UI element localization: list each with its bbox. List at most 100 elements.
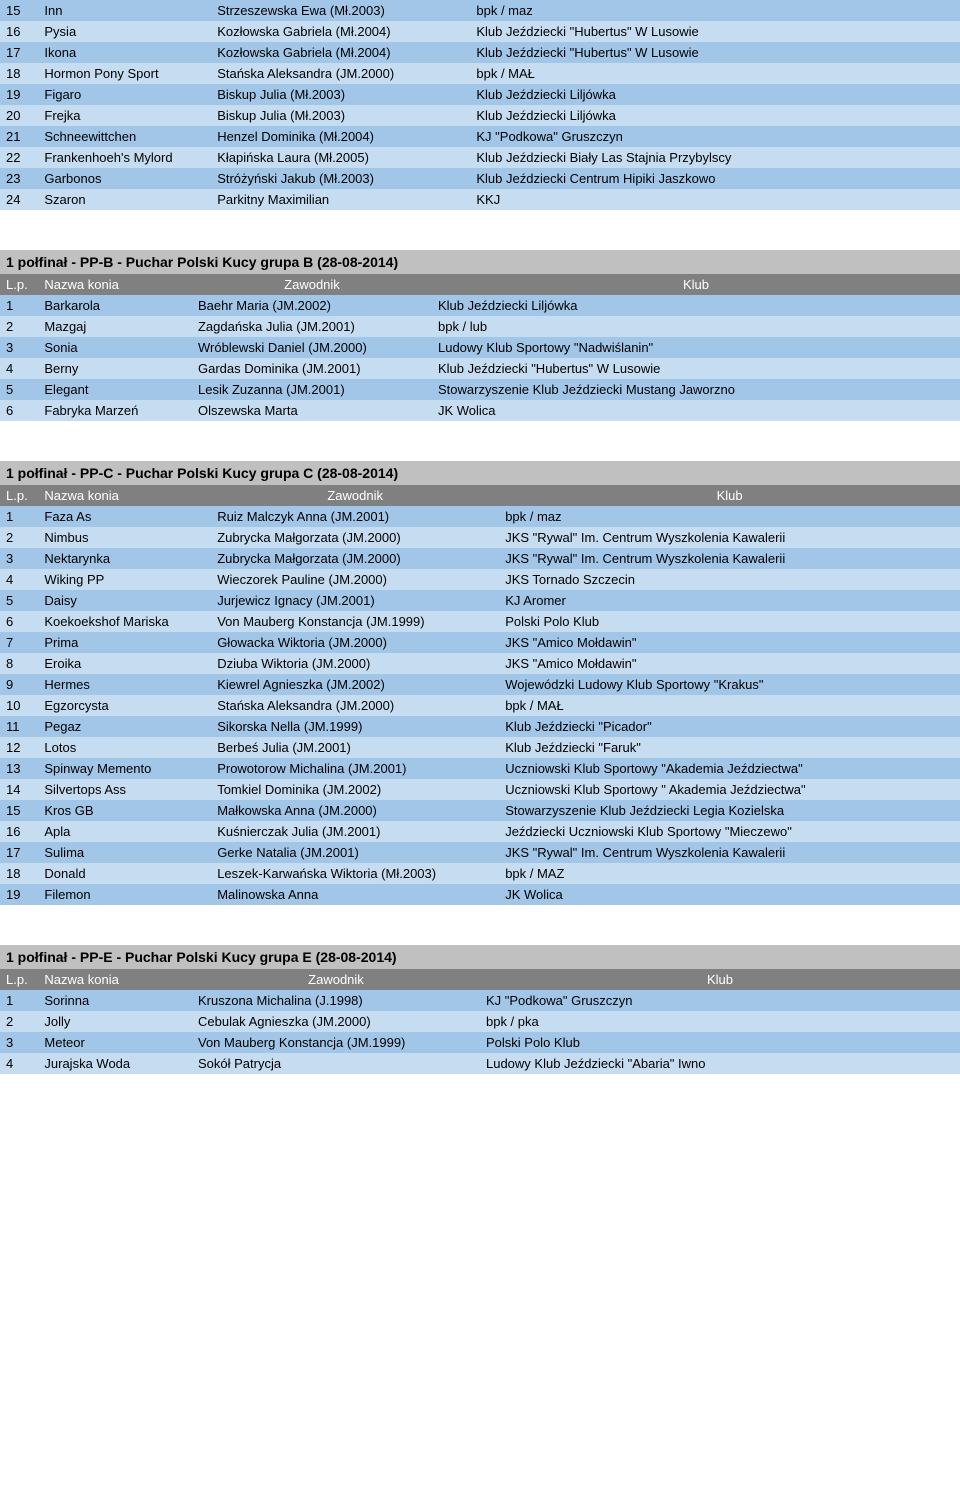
cell: 14 [0, 779, 38, 800]
cell: Ludowy Klub Sportowy "Nadwiślanin" [432, 337, 960, 358]
col-header-rider: Zawodnik [192, 274, 432, 295]
cell: Barkarola [38, 295, 192, 316]
cell: Kros GB [38, 800, 211, 821]
cell: KJ "Podkowa" Gruszczyn [470, 126, 960, 147]
table-row: 4Jurajska WodaSokół PatrycjaLudowy Klub … [0, 1053, 960, 1074]
cell: Klub Jeździecki "Faruk" [499, 737, 960, 758]
cell: Hermes [38, 674, 211, 695]
cell: Stańska Aleksandra (JM.2000) [211, 695, 499, 716]
cell: Szaron [38, 189, 211, 210]
table-row: 3NektarynkaZubrycka Małgorzata (JM.2000)… [0, 548, 960, 569]
cell: Uczniowski Klub Sportowy " Akademia Jeźd… [499, 779, 960, 800]
cell: Wieczorek Pauline (JM.2000) [211, 569, 499, 590]
cell: Ikona [38, 42, 211, 63]
cell: JK Wolica [499, 884, 960, 905]
cell: Kuśnierczak Julia (JM.2001) [211, 821, 499, 842]
cell: Elegant [38, 379, 192, 400]
cell: Von Mauberg Konstancja (JM.1999) [211, 611, 499, 632]
table-row: 19FilemonMalinowska AnnaJK Wolica [0, 884, 960, 905]
cell: Sulima [38, 842, 211, 863]
cell: 22 [0, 147, 38, 168]
cell: Prima [38, 632, 211, 653]
table-row: 19FigaroBiskup Julia (Mł.2003)Klub Jeźdz… [0, 84, 960, 105]
cell: Parkitny Maximilian [211, 189, 470, 210]
cell: 16 [0, 21, 38, 42]
cell: Wiking PP [38, 569, 211, 590]
cell: bpk / MAZ [499, 863, 960, 884]
cell: Klub Jeździecki "Hubertus" W Lusowie [470, 21, 960, 42]
col-header-club: Klub [480, 969, 960, 990]
cell: Pegaz [38, 716, 211, 737]
cell: Schneewittchen [38, 126, 211, 147]
table-row: 21SchneewittchenHenzel Dominika (Mł.2004… [0, 126, 960, 147]
cell: Pysia [38, 21, 211, 42]
cell: Jurajska Woda [38, 1053, 192, 1074]
cell: 16 [0, 821, 38, 842]
table-row: 17SulimaGerke Natalia (JM.2001)JKS "Rywa… [0, 842, 960, 863]
cell: 7 [0, 632, 38, 653]
table-row: 6Fabryka MarzeńOlszewska MartaJK Wolica [0, 400, 960, 421]
cell: Filemon [38, 884, 211, 905]
cell: bpk / MAŁ [470, 63, 960, 84]
cell: 17 [0, 42, 38, 63]
cell: Gardas Dominika (JM.2001) [192, 358, 432, 379]
table3: 1 połfinał - PP-E - Puchar Polski Kucy g… [0, 945, 960, 1074]
cell: Nimbus [38, 527, 211, 548]
cell: Klub Jeździecki Liljówka [432, 295, 960, 316]
table-row: 20FrejkaBiskup Julia (Mł.2003)Klub Jeźdz… [0, 105, 960, 126]
cell: Klub Jeździecki "Hubertus" W Lusowie [470, 42, 960, 63]
table-row: 13Spinway MementoProwotorow Michalina (J… [0, 758, 960, 779]
cell: Frejka [38, 105, 211, 126]
cell: 19 [0, 84, 38, 105]
cell: Lotos [38, 737, 211, 758]
cell: Spinway Memento [38, 758, 211, 779]
cell: Berny [38, 358, 192, 379]
cell: Jeździecki Uczniowski Klub Sportowy "Mie… [499, 821, 960, 842]
cell: Nektarynka [38, 548, 211, 569]
cell: Klub Jeździecki Liljówka [470, 84, 960, 105]
cell: 15 [0, 800, 38, 821]
cell: Tomkiel Dominika (JM.2002) [211, 779, 499, 800]
cell: 5 [0, 379, 38, 400]
cell: Fabryka Marzeń [38, 400, 192, 421]
cell: 23 [0, 168, 38, 189]
table-row: 2NimbusZubrycka Małgorzata (JM.2000)JKS … [0, 527, 960, 548]
cell: 6 [0, 400, 38, 421]
cell: 4 [0, 1053, 38, 1074]
cell: Kozłowska Gabriela (Mł.2004) [211, 21, 470, 42]
cell: Hormon Pony Sport [38, 63, 211, 84]
cell: Von Mauberg Konstancja (JM.1999) [192, 1032, 480, 1053]
cell: 3 [0, 1032, 38, 1053]
cell: JKS "Amico Mołdawin" [499, 653, 960, 674]
cell: Strzeszewska Ewa (Mł.2003) [211, 0, 470, 21]
cell: 9 [0, 674, 38, 695]
col-header-rider: Zawodnik [211, 485, 499, 506]
cell: Baehr Maria (JM.2002) [192, 295, 432, 316]
cell: 2 [0, 527, 38, 548]
cell: Kozłowska Gabriela (Mł.2004) [211, 42, 470, 63]
cell: Berbeś Julia (JM.2001) [211, 737, 499, 758]
cell: Meteor [38, 1032, 192, 1053]
cell: 1 [0, 990, 38, 1011]
cell: Wojewódzki Ludowy Klub Sportowy "Krakus" [499, 674, 960, 695]
cell: bpk / lub [432, 316, 960, 337]
col-header-horse: Nazwa konia [38, 485, 211, 506]
cell: Apla [38, 821, 211, 842]
col-header-club: Klub [432, 274, 960, 295]
cell: Malinowska Anna [211, 884, 499, 905]
table-row: 3SoniaWróblewski Daniel (JM.2000)Ludowy … [0, 337, 960, 358]
cell: Eroika [38, 653, 211, 674]
col-header-lp: L.p. [0, 969, 38, 990]
cell: 8 [0, 653, 38, 674]
cell: Sokół Patrycja [192, 1053, 480, 1074]
cell: Klub Jeździecki "Hubertus" W Lusowie [432, 358, 960, 379]
cell: JKS "Rywal" Im. Centrum Wyszkolenia Kawa… [499, 548, 960, 569]
table2-title: 1 połfinał - PP-C - Puchar Polski Kucy g… [0, 461, 960, 485]
cell: Klub Jeździecki "Picador" [499, 716, 960, 737]
table-row: 3MeteorVon Mauberg Konstancja (JM.1999)P… [0, 1032, 960, 1053]
table-row: 10EgzorcystaStańska Aleksandra (JM.2000)… [0, 695, 960, 716]
cell: JKS "Rywal" Im. Centrum Wyszkolenia Kawa… [499, 842, 960, 863]
table-row: 1BarkarolaBaehr Maria (JM.2002)Klub Jeźd… [0, 295, 960, 316]
cell: KJ "Podkowa" Gruszczyn [480, 990, 960, 1011]
cell: 3 [0, 337, 38, 358]
